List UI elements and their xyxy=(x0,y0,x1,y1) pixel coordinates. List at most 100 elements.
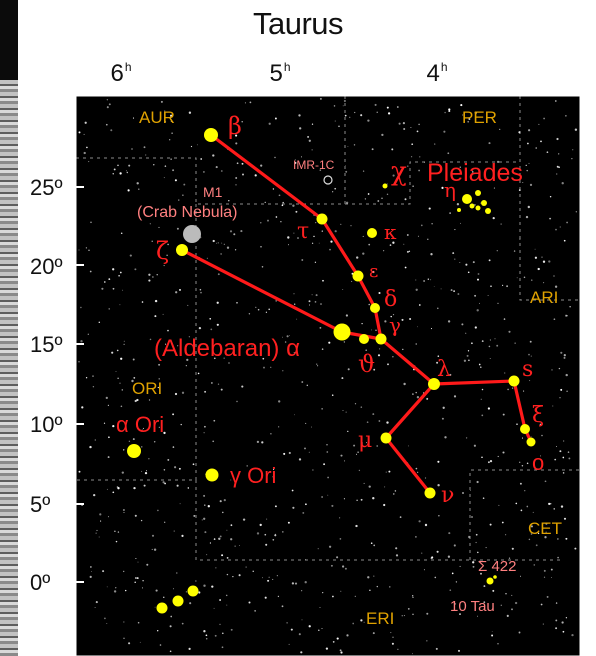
field-star xyxy=(420,224,423,227)
field-star xyxy=(318,242,320,244)
field-star xyxy=(344,460,346,462)
field-star xyxy=(230,524,233,527)
field-star xyxy=(299,127,302,130)
field-star xyxy=(302,511,305,514)
field-star xyxy=(362,170,365,172)
field-star xyxy=(298,633,301,636)
field-star xyxy=(392,636,394,638)
field-star xyxy=(555,602,558,604)
field-star xyxy=(291,582,295,585)
field-star xyxy=(505,593,507,595)
field-star xyxy=(134,399,137,403)
field-star xyxy=(541,256,543,258)
field-star xyxy=(212,239,215,243)
dec-label-25: 25º xyxy=(30,175,63,200)
field-star xyxy=(331,394,334,396)
field-star xyxy=(134,581,136,583)
field-star xyxy=(106,623,108,624)
field-star xyxy=(164,521,166,523)
field-star xyxy=(555,228,557,231)
field-star xyxy=(453,544,456,547)
field-star xyxy=(417,326,419,328)
field-star xyxy=(344,567,347,570)
field-star xyxy=(478,560,481,563)
field-star xyxy=(292,506,295,509)
dark-corner-block xyxy=(0,0,18,80)
field-star xyxy=(558,166,560,169)
field-star xyxy=(373,544,376,547)
label-aldebaran: (Aldebaran) α xyxy=(154,335,300,362)
field-star xyxy=(293,293,295,295)
field-star xyxy=(383,503,386,507)
field-star xyxy=(319,326,322,329)
field-star xyxy=(217,383,220,385)
field-star xyxy=(107,404,110,407)
object-labels: M1 (Crab Nebula) IMR-1C Σ 422 10 Tau xyxy=(137,158,516,615)
field-star xyxy=(533,564,536,566)
field-star xyxy=(105,396,108,400)
field-star xyxy=(558,153,560,155)
field-star xyxy=(119,382,121,384)
field-star xyxy=(151,240,153,242)
field-star xyxy=(329,248,331,251)
field-star xyxy=(205,634,208,637)
field-star xyxy=(297,237,299,239)
field-star xyxy=(406,250,409,253)
field-star xyxy=(374,103,377,106)
field-star xyxy=(172,169,175,172)
pleiades-star xyxy=(457,208,461,212)
field-star xyxy=(151,534,155,537)
field-star xyxy=(196,144,198,146)
field-star xyxy=(332,191,334,193)
field-star xyxy=(157,386,159,389)
field-star xyxy=(230,479,232,481)
label-ari: ARI xyxy=(530,288,558,307)
field-star xyxy=(309,304,310,306)
field-star xyxy=(137,561,139,563)
field-star xyxy=(455,581,458,583)
field-star xyxy=(113,590,117,593)
field-star xyxy=(553,275,555,277)
field-star xyxy=(157,509,159,512)
field-star xyxy=(321,230,323,232)
field-star xyxy=(202,170,205,173)
field-star xyxy=(531,279,533,281)
ic-object-marker xyxy=(323,175,333,185)
field-star xyxy=(311,242,314,244)
field-star xyxy=(412,595,414,597)
field-star xyxy=(164,121,167,123)
field-star xyxy=(444,436,447,439)
field-star xyxy=(88,249,90,251)
field-star xyxy=(477,273,480,275)
field-star xyxy=(87,333,89,335)
field-star xyxy=(86,146,88,149)
field-star xyxy=(223,499,226,502)
field-star xyxy=(84,121,87,124)
field-star xyxy=(560,505,564,508)
field-star xyxy=(204,390,207,393)
field-star xyxy=(457,293,460,295)
field-star xyxy=(107,516,110,518)
field-star xyxy=(120,232,123,234)
field-star xyxy=(392,241,395,244)
field-star xyxy=(89,270,92,273)
field-star xyxy=(123,512,125,513)
field-star xyxy=(412,185,414,187)
field-star xyxy=(223,212,225,214)
field-star xyxy=(91,570,92,572)
field-star xyxy=(470,490,472,491)
field-star xyxy=(565,314,568,317)
field-star xyxy=(256,532,260,535)
field-star xyxy=(148,399,151,401)
field-star xyxy=(360,442,363,444)
field-star xyxy=(317,548,319,550)
field-star xyxy=(287,236,290,239)
field-star xyxy=(521,465,524,467)
field-star xyxy=(520,509,523,512)
field-star xyxy=(404,198,407,201)
field-star xyxy=(437,307,439,310)
field-star xyxy=(454,603,457,605)
field-star xyxy=(236,162,239,165)
field-star xyxy=(203,630,206,633)
field-star xyxy=(465,263,468,266)
